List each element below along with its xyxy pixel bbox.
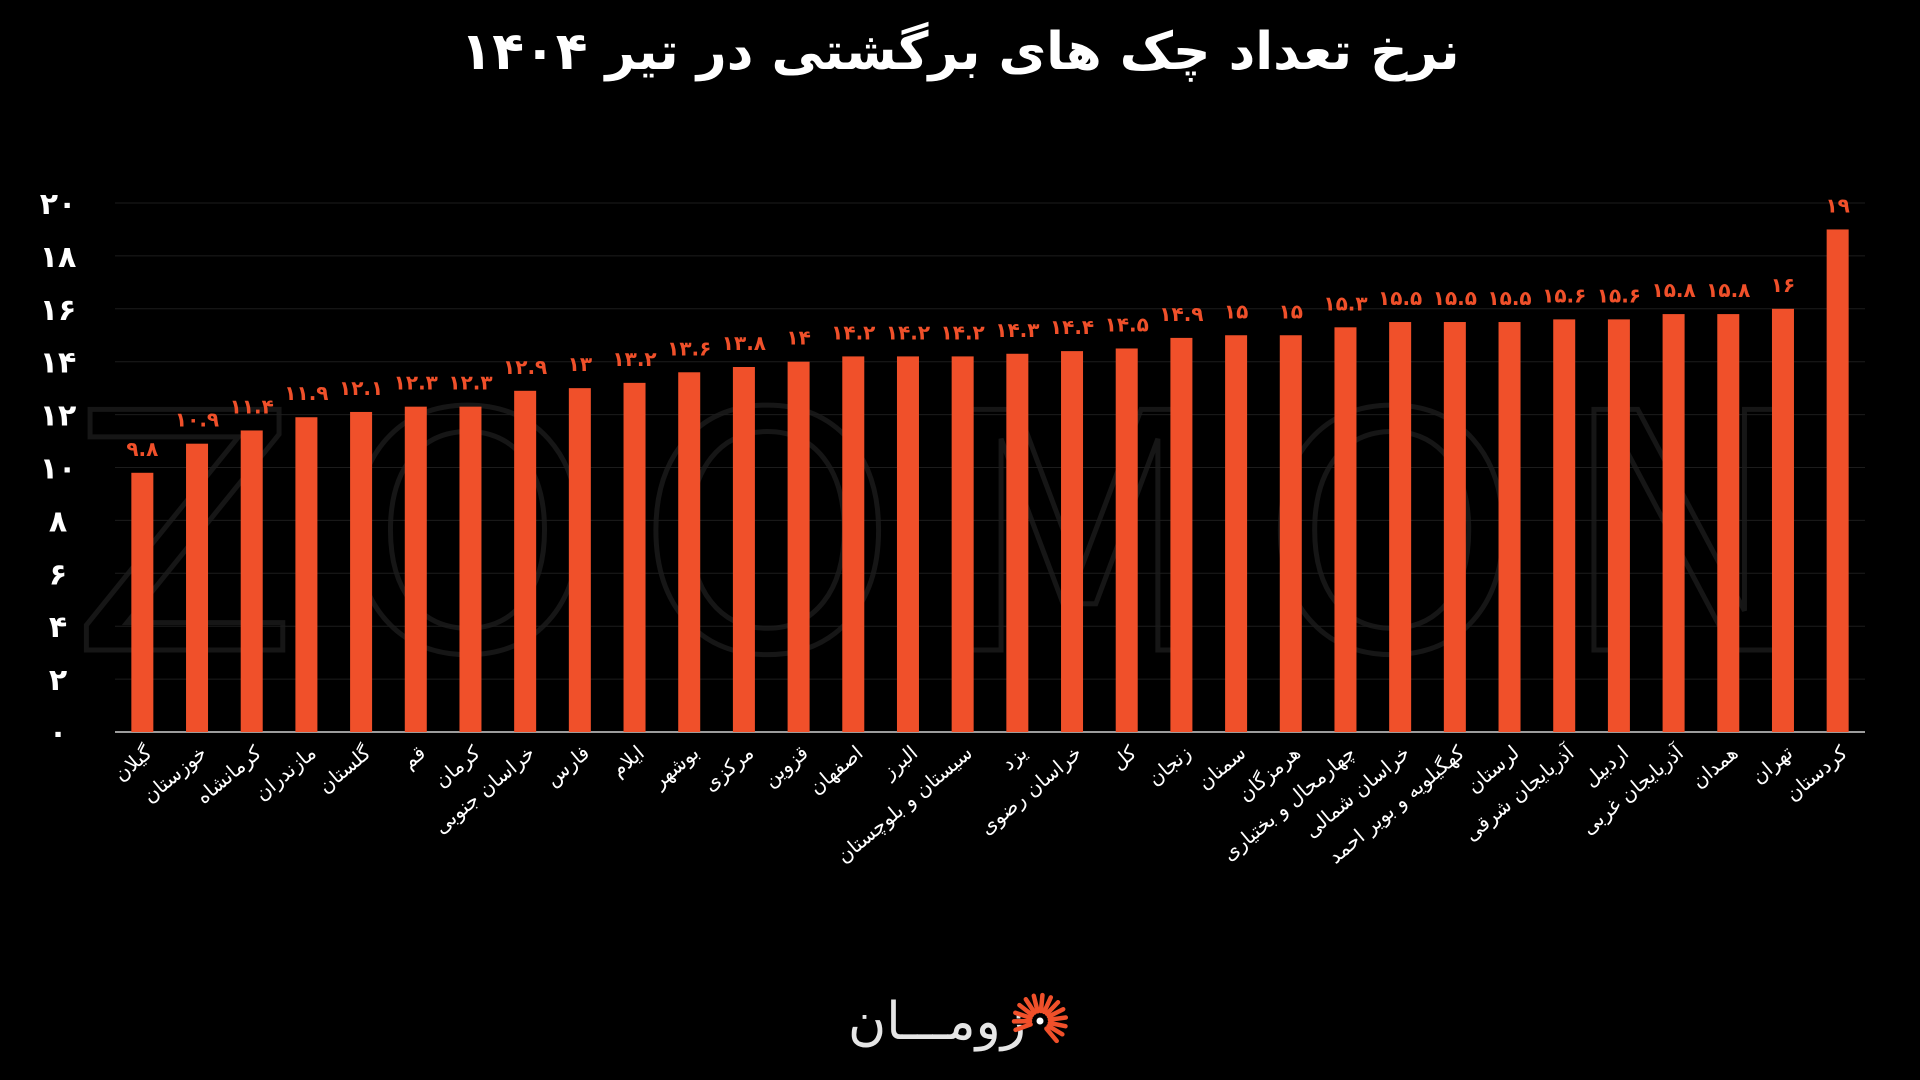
- y-tick-label: ۲۰: [40, 187, 77, 222]
- data-label: ۱۲.۳: [394, 371, 438, 395]
- data-label: ۱۰.۹: [175, 408, 219, 432]
- y-tick-label: ۰: [49, 716, 67, 751]
- bar: [459, 406, 482, 732]
- x-tick-label: خراسان رضوی: [975, 740, 1087, 839]
- data-label: ۱۴.۹: [1159, 302, 1203, 326]
- bar: [1826, 229, 1849, 732]
- data-label: ۱۵.۶: [1597, 283, 1641, 307]
- bar: [1389, 322, 1412, 732]
- data-label: ۱۵.۵: [1433, 286, 1477, 310]
- bar: [295, 417, 318, 732]
- bar: [131, 472, 154, 732]
- data-label: ۱۵.۶: [1542, 283, 1586, 307]
- data-label: ۱۱.۹: [284, 381, 328, 405]
- data-label: ۱۴.۴: [1050, 315, 1094, 339]
- data-label: ۱۴: [786, 326, 810, 350]
- data-label: ۱۲.۱: [339, 376, 383, 400]
- data-label: ۱۵.۸: [1651, 278, 1695, 302]
- bar: [896, 356, 919, 732]
- bar: [1607, 319, 1630, 732]
- y-tick-label: ۸: [49, 504, 67, 539]
- data-label: ۱۵.۵: [1487, 286, 1531, 310]
- bar: [842, 356, 865, 732]
- bar: [787, 361, 810, 732]
- bar: [1225, 335, 1248, 732]
- bar: [1279, 335, 1302, 732]
- logo-text: زومـــان: [848, 992, 1026, 1052]
- bar: [732, 366, 755, 732]
- x-tick-label: همدان: [1687, 740, 1743, 792]
- bar: [240, 430, 263, 732]
- x-tick-label: البرز: [877, 740, 923, 784]
- sunburst-logo-icon: [1011, 992, 1069, 1044]
- data-label: ۱۴.۳: [995, 318, 1039, 342]
- x-tick-label: مازندران: [250, 740, 321, 805]
- bar: [404, 406, 427, 732]
- bar: [1553, 319, 1576, 732]
- y-tick-label: ۴: [49, 610, 67, 645]
- data-label: ۱۵.۸: [1706, 278, 1750, 302]
- data-label: ۱۴.۵: [1105, 312, 1149, 336]
- data-label: ۹.۸: [126, 437, 158, 461]
- x-tick-label: بوشهر: [647, 740, 704, 793]
- bar: [350, 411, 373, 732]
- data-label: ۱۶: [1771, 273, 1795, 297]
- x-tick-label: ایلام: [606, 740, 649, 781]
- y-tick-label: ۱۸: [40, 240, 77, 275]
- bar: [623, 382, 646, 732]
- bar: [951, 356, 974, 732]
- x-tick-label: اصفهان: [804, 740, 867, 799]
- bar: [1334, 327, 1357, 732]
- bar: [1061, 351, 1084, 732]
- data-label: ۱۵.۳: [1323, 291, 1367, 315]
- x-tick-label: کل: [1107, 740, 1142, 775]
- brand-logo: زومـــان: [0, 990, 1920, 1060]
- bar: [568, 388, 591, 732]
- data-label: ۱۳.۶: [667, 336, 711, 360]
- data-label: ۱۲.۳: [448, 371, 492, 395]
- bar: [1662, 314, 1685, 732]
- data-label: ۱۹: [1825, 193, 1849, 217]
- x-tick-label: گلستان: [313, 740, 375, 798]
- bar: [514, 390, 537, 732]
- bar-chart: ZOOMON۰۲۴۶۸۱۰۱۲۱۴۱۶۱۸۲۰۹.۸گیلان۱۰.۹خوزست…: [40, 187, 1865, 868]
- x-tick-label: کردستان: [1780, 740, 1852, 806]
- x-tick-label: یزد: [997, 740, 1032, 775]
- bar: [678, 372, 701, 732]
- bar: [1115, 348, 1138, 732]
- x-tick-label: قزوین: [758, 740, 813, 791]
- data-label: ۱۴.۲: [831, 320, 875, 344]
- y-tick-label: ۱۲: [40, 399, 77, 434]
- y-tick-label: ۶: [49, 557, 67, 592]
- y-tick-label: ۱۶: [40, 293, 77, 328]
- x-tick-label: فارس: [541, 740, 595, 790]
- bar: [1006, 353, 1029, 732]
- bar: [1498, 322, 1521, 732]
- data-label: ۱۱.۴: [230, 394, 274, 418]
- data-label: ۱۳: [568, 352, 592, 376]
- bar: [1771, 308, 1794, 732]
- data-label: ۱۲.۹: [503, 355, 547, 379]
- y-tick-label: ۲: [49, 663, 67, 698]
- bar: [1170, 337, 1193, 732]
- data-label: ۱۵: [1224, 299, 1248, 323]
- data-label: ۱۳.۲: [612, 347, 656, 371]
- bar: [186, 443, 209, 732]
- data-label: ۱۵.۵: [1378, 286, 1422, 310]
- y-tick-label: ۱۰: [40, 452, 77, 487]
- data-label: ۱۴.۲: [941, 320, 985, 344]
- data-label: ۱۳.۸: [722, 331, 766, 355]
- y-tick-label: ۱۴: [40, 346, 77, 381]
- data-label: ۱۴.۲: [886, 320, 930, 344]
- x-tick-label: زنجان: [1143, 740, 1196, 790]
- bar: [1443, 322, 1466, 732]
- x-tick-label: قم: [397, 740, 430, 773]
- x-tick-label: مرکزی: [698, 740, 758, 796]
- data-label: ۱۵: [1279, 299, 1303, 323]
- chart-title: نرخ تعداد چک های برگشتی در تیر ۱۴۰۴: [460, 22, 1460, 82]
- bar: [1717, 314, 1740, 732]
